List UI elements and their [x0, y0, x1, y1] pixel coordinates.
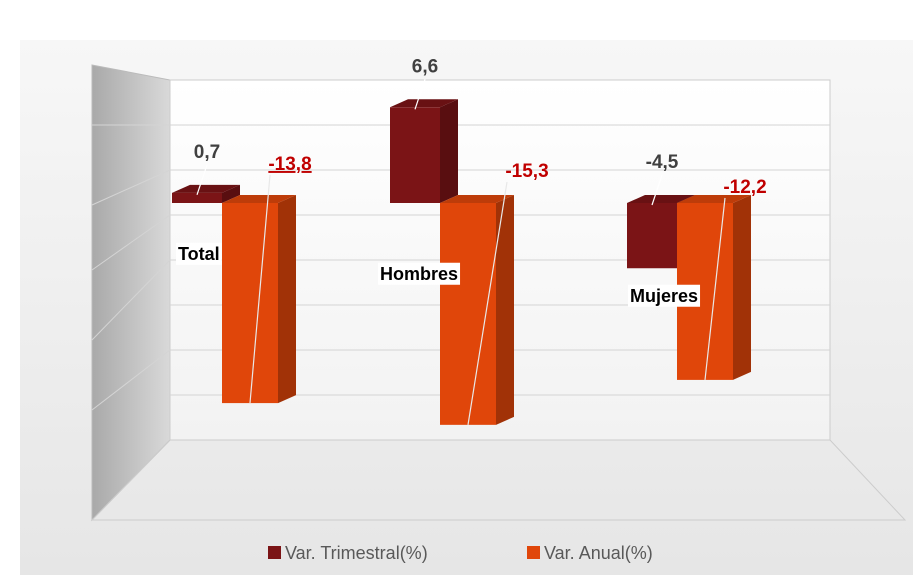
- bar-side: [222, 184, 240, 203]
- data-label: -4,5: [646, 152, 679, 173]
- leader-line: [467, 181, 508, 425]
- legend-swatch: [527, 546, 540, 559]
- bar-top: [172, 184, 240, 193]
- category-label-bg: [378, 262, 461, 285]
- category-label-bg: [628, 284, 701, 307]
- bar-side: [496, 195, 514, 425]
- bar-top: [677, 195, 751, 203]
- leader-line: [249, 174, 271, 404]
- bar: [222, 203, 278, 404]
- legend-label: Var. Trimestral(%): [285, 543, 428, 563]
- bar: [440, 203, 496, 425]
- data-label: 0,7: [194, 142, 220, 163]
- bar-top: [222, 195, 296, 203]
- bar-top: [627, 195, 695, 203]
- legend-swatch: [268, 546, 281, 559]
- leader-line: [704, 197, 726, 380]
- category-label: Mujeres: [630, 286, 698, 306]
- bar-side: [733, 195, 751, 380]
- bar-side: [278, 195, 296, 404]
- bar-top: [440, 195, 514, 203]
- bar-top: [390, 99, 458, 108]
- bar: [172, 192, 222, 203]
- bar-side: [440, 99, 458, 203]
- leader-line: [414, 79, 426, 110]
- data-label: -12,2: [723, 177, 766, 198]
- legend-label: Var. Anual(%): [544, 543, 653, 563]
- leader-line: [651, 174, 663, 206]
- leader-line: [196, 164, 208, 196]
- data-label: -13,8: [268, 154, 311, 175]
- category-label: Hombres: [380, 264, 458, 284]
- bar: [627, 203, 677, 269]
- category-label-bg: [176, 242, 222, 265]
- floor: [90, 439, 907, 521]
- data-label: 6,6: [412, 56, 438, 77]
- data-label: -15,3: [505, 161, 548, 182]
- bar: [390, 107, 440, 203]
- category-label: Total: [178, 244, 220, 264]
